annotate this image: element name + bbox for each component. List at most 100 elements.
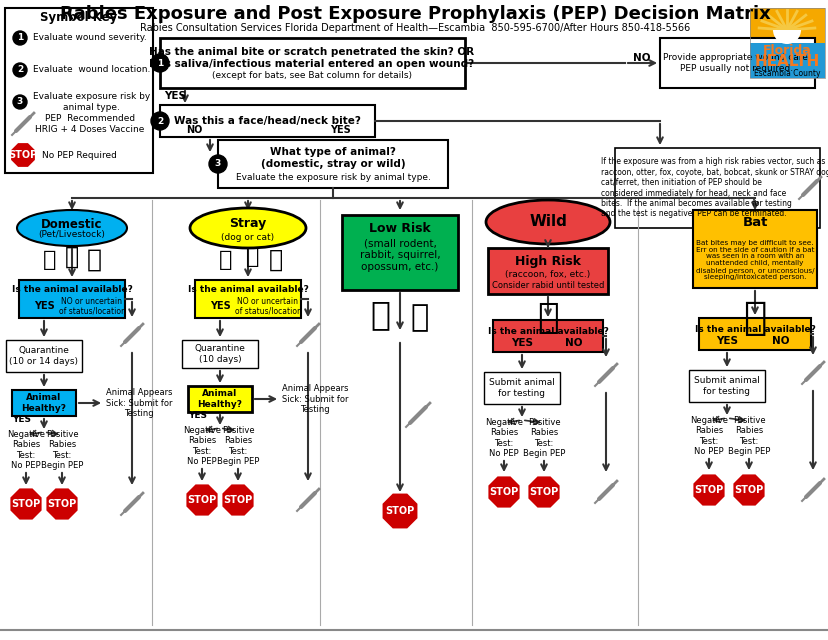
Text: Was this a face/head/neck bite?: Was this a face/head/neck bite? — [173, 116, 360, 126]
Text: STOP: STOP — [734, 485, 763, 495]
Text: Positive
Rabies
Test:
Begin PEP: Positive Rabies Test: Begin PEP — [522, 418, 565, 458]
Text: YES: YES — [164, 91, 185, 101]
Text: of status/location: of status/location — [234, 307, 301, 316]
Text: (domestic, stray or wild): (domestic, stray or wild) — [260, 159, 405, 169]
Text: Escambia County: Escambia County — [753, 68, 819, 77]
FancyBboxPatch shape — [12, 390, 76, 416]
Text: Has saliva/infectious material entered an open wound?: Has saliva/infectious material entered a… — [149, 59, 474, 69]
Text: YES: YES — [209, 301, 230, 311]
FancyBboxPatch shape — [659, 38, 814, 88]
Circle shape — [209, 155, 227, 173]
Text: Submit animal
for testing: Submit animal for testing — [489, 378, 554, 397]
Polygon shape — [185, 483, 219, 516]
Text: Negative
Rabies
Test:
No PEP: Negative Rabies Test: No PEP — [484, 418, 522, 458]
Text: STOP: STOP — [187, 495, 216, 505]
Text: Evaluate wound severity.: Evaluate wound severity. — [33, 33, 147, 42]
Text: (Pet/Livestock): (Pet/Livestock) — [39, 230, 105, 239]
Text: (except for bats, see Bat column for details): (except for bats, see Bat column for det… — [212, 72, 412, 81]
FancyBboxPatch shape — [488, 248, 607, 294]
FancyBboxPatch shape — [688, 370, 764, 402]
Text: 1: 1 — [17, 33, 23, 42]
Text: If the exposure was from a high risk rabies vector, such as
raccoon, otter, fox,: If the exposure was from a high risk rab… — [600, 157, 828, 218]
FancyBboxPatch shape — [749, 8, 824, 78]
Text: Bat bites may be difficult to see.
Err on the side of caution if a bat
was seen : Bat bites may be difficult to see. Err o… — [695, 239, 813, 280]
Text: 2: 2 — [17, 65, 23, 74]
Text: Rabies Exposure and Post Exposure Prophylaxis (PEP) Decision Matrix: Rabies Exposure and Post Exposure Prophy… — [60, 5, 769, 23]
Text: Negative
Rabies
Test:
No PEP: Negative Rabies Test: No PEP — [7, 430, 45, 470]
Text: Negative
Rabies
Test:
No PEP: Negative Rabies Test: No PEP — [689, 416, 727, 456]
Text: YES: YES — [12, 415, 31, 424]
Text: Animal
Healthy?: Animal Healthy? — [197, 389, 243, 409]
Text: Positive
Rabies
Test:
Begin PEP: Positive Rabies Test: Begin PEP — [727, 416, 769, 456]
FancyBboxPatch shape — [160, 105, 374, 137]
Circle shape — [13, 31, 27, 45]
Text: Evaluate  wound location.: Evaluate wound location. — [33, 65, 150, 74]
Text: Positive
Rabies
Test:
Begin PEP: Positive Rabies Test: Begin PEP — [41, 430, 83, 470]
Text: STOP: STOP — [12, 499, 41, 509]
Text: opossum, etc.): opossum, etc.) — [361, 262, 438, 272]
FancyBboxPatch shape — [6, 340, 82, 372]
Text: STOP: STOP — [694, 485, 723, 495]
Text: (raccoon, fox, etc.): (raccoon, fox, etc.) — [505, 271, 590, 280]
FancyBboxPatch shape — [614, 148, 819, 228]
Circle shape — [151, 112, 169, 130]
Text: Low Risk: Low Risk — [368, 223, 431, 236]
Text: 🦇: 🦇 — [743, 299, 766, 337]
Text: 3: 3 — [17, 97, 23, 106]
Text: YES: YES — [188, 412, 207, 420]
Text: Quarantine
(10 or 14 days): Quarantine (10 or 14 days) — [9, 346, 79, 365]
Text: STOP: STOP — [385, 506, 414, 516]
Text: PEP  Recommended
HRIG + 4 Doses Vaccine: PEP Recommended HRIG + 4 Doses Vaccine — [35, 115, 144, 134]
Text: NO: NO — [772, 336, 789, 346]
Text: 🐄: 🐄 — [86, 248, 101, 272]
Polygon shape — [487, 476, 520, 509]
Text: 🐈: 🐈 — [268, 248, 282, 272]
Text: 🐕: 🐕 — [65, 245, 79, 269]
Text: STOP: STOP — [47, 499, 76, 509]
Polygon shape — [527, 476, 560, 509]
Text: Is the animal available?: Is the animal available? — [187, 285, 308, 294]
Text: NO: NO — [633, 53, 650, 63]
Text: YES: YES — [34, 301, 55, 311]
Text: YES: YES — [330, 125, 350, 135]
FancyBboxPatch shape — [342, 215, 457, 290]
Text: STOP: STOP — [489, 487, 518, 497]
Text: Positive
Rabies
Test:
Begin PEP: Positive Rabies Test: Begin PEP — [217, 426, 259, 466]
Circle shape — [13, 95, 27, 109]
FancyBboxPatch shape — [692, 210, 816, 288]
Text: YES: YES — [715, 336, 737, 346]
Text: Has the animal bite or scratch penetrated the skin? OR: Has the animal bite or scratch penetrate… — [149, 47, 474, 57]
Text: NO: NO — [185, 125, 202, 135]
Text: 🐈: 🐈 — [43, 250, 56, 270]
Polygon shape — [9, 488, 42, 520]
Text: 🐈: 🐈 — [246, 247, 259, 267]
Text: Rabies Consultation Services Florida Department of Health—Escambia  850-595-6700: Rabies Consultation Services Florida Dep… — [140, 23, 689, 33]
Text: Provide appropriate wound care.
PEP usually not required.: Provide appropriate wound care. PEP usua… — [662, 53, 810, 73]
FancyBboxPatch shape — [484, 372, 560, 404]
Text: What type of animal?: What type of animal? — [270, 147, 396, 157]
Text: Animal Appears
Sick: Submit for
Testing: Animal Appears Sick: Submit for Testing — [282, 384, 348, 414]
Text: 🐕: 🐕 — [219, 250, 233, 270]
Text: High Risk: High Risk — [514, 255, 580, 269]
Text: YES: YES — [510, 338, 532, 348]
Text: 🦝: 🦝 — [537, 301, 558, 335]
Polygon shape — [10, 142, 36, 168]
Text: Evaluate the exposure risk by animal type.: Evaluate the exposure risk by animal typ… — [235, 173, 430, 182]
Text: Negative
Rabies
Test:
No PEP: Negative Rabies Test: No PEP — [183, 426, 221, 466]
Ellipse shape — [485, 200, 609, 244]
Wedge shape — [772, 30, 800, 44]
Text: Is the animal available?: Is the animal available? — [12, 285, 132, 294]
Text: Consider rabid until tested: Consider rabid until tested — [491, 282, 604, 291]
Polygon shape — [381, 493, 418, 529]
Text: NO or uncertain: NO or uncertain — [237, 298, 298, 307]
Text: Animal
Healthy?: Animal Healthy? — [22, 394, 66, 413]
FancyBboxPatch shape — [749, 43, 824, 78]
Text: 🐀: 🐀 — [411, 303, 429, 333]
Text: Is the animal available?: Is the animal available? — [487, 326, 608, 335]
Text: Domestic: Domestic — [41, 218, 103, 230]
Text: Submit animal
for testing: Submit animal for testing — [693, 376, 759, 396]
Ellipse shape — [17, 210, 127, 246]
Text: Animal Appears
Sick: Submit for
Testing: Animal Appears Sick: Submit for Testing — [106, 388, 172, 418]
Text: STOP: STOP — [529, 487, 558, 497]
Text: Stray: Stray — [229, 216, 267, 230]
